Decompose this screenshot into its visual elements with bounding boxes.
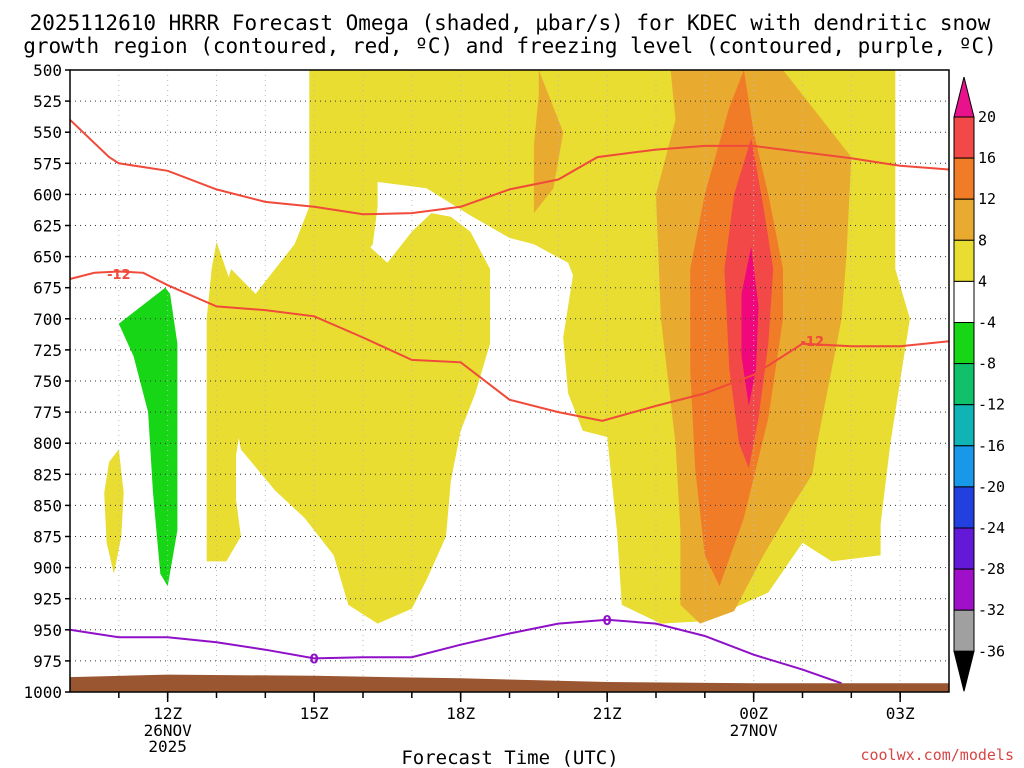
colorbar-bin (953, 445, 975, 488)
credit-link[interactable]: coolwx.com/models (860, 746, 1014, 764)
x-tick-date: 27NOV (730, 721, 779, 740)
freezing-label-15z: 0 (310, 652, 319, 667)
contour-label-text: -12 (801, 335, 825, 350)
colorbar-level-label: 16 (978, 149, 996, 167)
colorbar-level-label: 4 (978, 272, 987, 290)
x-tick-year: 2025 (148, 737, 187, 756)
colorbar-level-label: 12 (978, 190, 996, 208)
y-tick-label: 825 (33, 465, 62, 484)
colorbar-level-label: -8 (978, 355, 996, 373)
y-tick-label: 950 (33, 621, 62, 640)
colorbar-level-label: -4 (978, 314, 996, 332)
colorbar: 20 16 12 8 4 -4 -8 -12 -16 -20 -24 -28 -32 -36 (953, 76, 1005, 692)
x-tick-label: 12Z (153, 704, 182, 723)
colorbar-bin (953, 322, 975, 365)
colorbar-bin (953, 527, 975, 570)
colorbar-bin (953, 116, 975, 159)
y-tick-label: 550 (33, 123, 62, 142)
y-axis: 500 525 550 575 600 625 650 675 700 725 750 775 800 8… (23, 61, 70, 702)
y-tick-label: 1000 (23, 683, 62, 702)
dgz-upper-contour (69, 119, 950, 216)
y-tick-label: 675 (33, 279, 62, 298)
colorbar-level-label: -24 (978, 519, 1005, 537)
colorbar-bin (953, 239, 975, 282)
colorbar-bin (953, 157, 975, 200)
omega-shading (104, 70, 910, 624)
y-tick-label: 975 (33, 652, 62, 671)
omega-yellow-center (216, 194, 490, 624)
omega-yellow-narrow (206, 241, 256, 562)
x-tick-label: 21Z (593, 704, 622, 723)
x-tick-label: 00Z (739, 704, 768, 723)
dgz-lower-contour (69, 270, 950, 422)
y-tick-label: 875 (33, 528, 62, 547)
y-tick-label: 500 (33, 61, 62, 80)
contour-label-text: 0 (603, 614, 612, 629)
chart-title-line2: growth region (contoured, red, ºC) and f… (23, 34, 997, 58)
colorbar-level-label: -32 (978, 601, 1005, 619)
dgz-label-left: -12 (107, 268, 131, 283)
colorbar-level-label: 20 (978, 108, 996, 126)
y-tick-label: 650 (33, 248, 62, 267)
y-tick-label: 700 (33, 310, 62, 329)
plot-area: -12 -12 0 0 (69, 69, 950, 693)
dgz-label-right: -12 (801, 335, 825, 350)
y-tick-label: 925 (33, 590, 62, 609)
terrain-ground (70, 674, 949, 692)
colorbar-bin (953, 363, 975, 406)
colorbar-level-label: -20 (978, 478, 1005, 496)
colorbar-level-label: -12 (978, 396, 1005, 414)
y-tick-label: 725 (33, 341, 62, 360)
colorbar-bottom-arrow (953, 650, 975, 692)
omega-magenta-core (741, 246, 759, 406)
chart-title-line1: 2025112610 HRRR Forecast Omega (shaded, … (30, 11, 991, 35)
y-tick-label: 750 (33, 372, 62, 391)
x-tick-label: 18Z (446, 704, 475, 723)
y-tick-label: 850 (33, 496, 62, 515)
x-tick-label: 15Z (300, 704, 329, 723)
x-tick-label: 03Z (886, 704, 915, 723)
freezing-level-contour (69, 618, 842, 685)
y-tick-label: 525 (33, 92, 62, 111)
colorbar-level-label: -16 (978, 437, 1005, 455)
grid-lines (70, 70, 949, 692)
colorbar-top-arrow (953, 76, 975, 118)
freezing-label-21z: 0 (603, 614, 612, 629)
colorbar-level-label: -28 (978, 560, 1005, 578)
omega-lightorange-upper (533, 70, 564, 214)
contour-lines: -12 -12 0 0 (69, 119, 950, 685)
colorbar-bin (953, 486, 975, 529)
y-tick-label: 600 (33, 185, 62, 204)
y-tick-label: 575 (33, 154, 62, 173)
omega-green-region (118, 287, 178, 587)
colorbar-level-label: -36 (978, 642, 1005, 660)
x-tick-date: 26NOV (144, 721, 193, 740)
y-tick-label: 900 (33, 559, 62, 578)
colorbar-bin (953, 609, 975, 652)
y-tick-label: 775 (33, 403, 62, 422)
colorbar-bin (953, 568, 975, 611)
y-tick-label: 625 (33, 217, 62, 236)
contour-label-text: -12 (107, 268, 131, 283)
y-tick-label: 800 (33, 434, 62, 453)
colorbar-bin (953, 280, 975, 323)
x-axis-title: Forecast Time (UTC) (401, 747, 618, 768)
colorbar-bin (953, 404, 975, 447)
colorbar-bin (953, 198, 975, 241)
colorbar-level-label: 8 (978, 231, 987, 249)
contour-label-text: 0 (310, 652, 319, 667)
